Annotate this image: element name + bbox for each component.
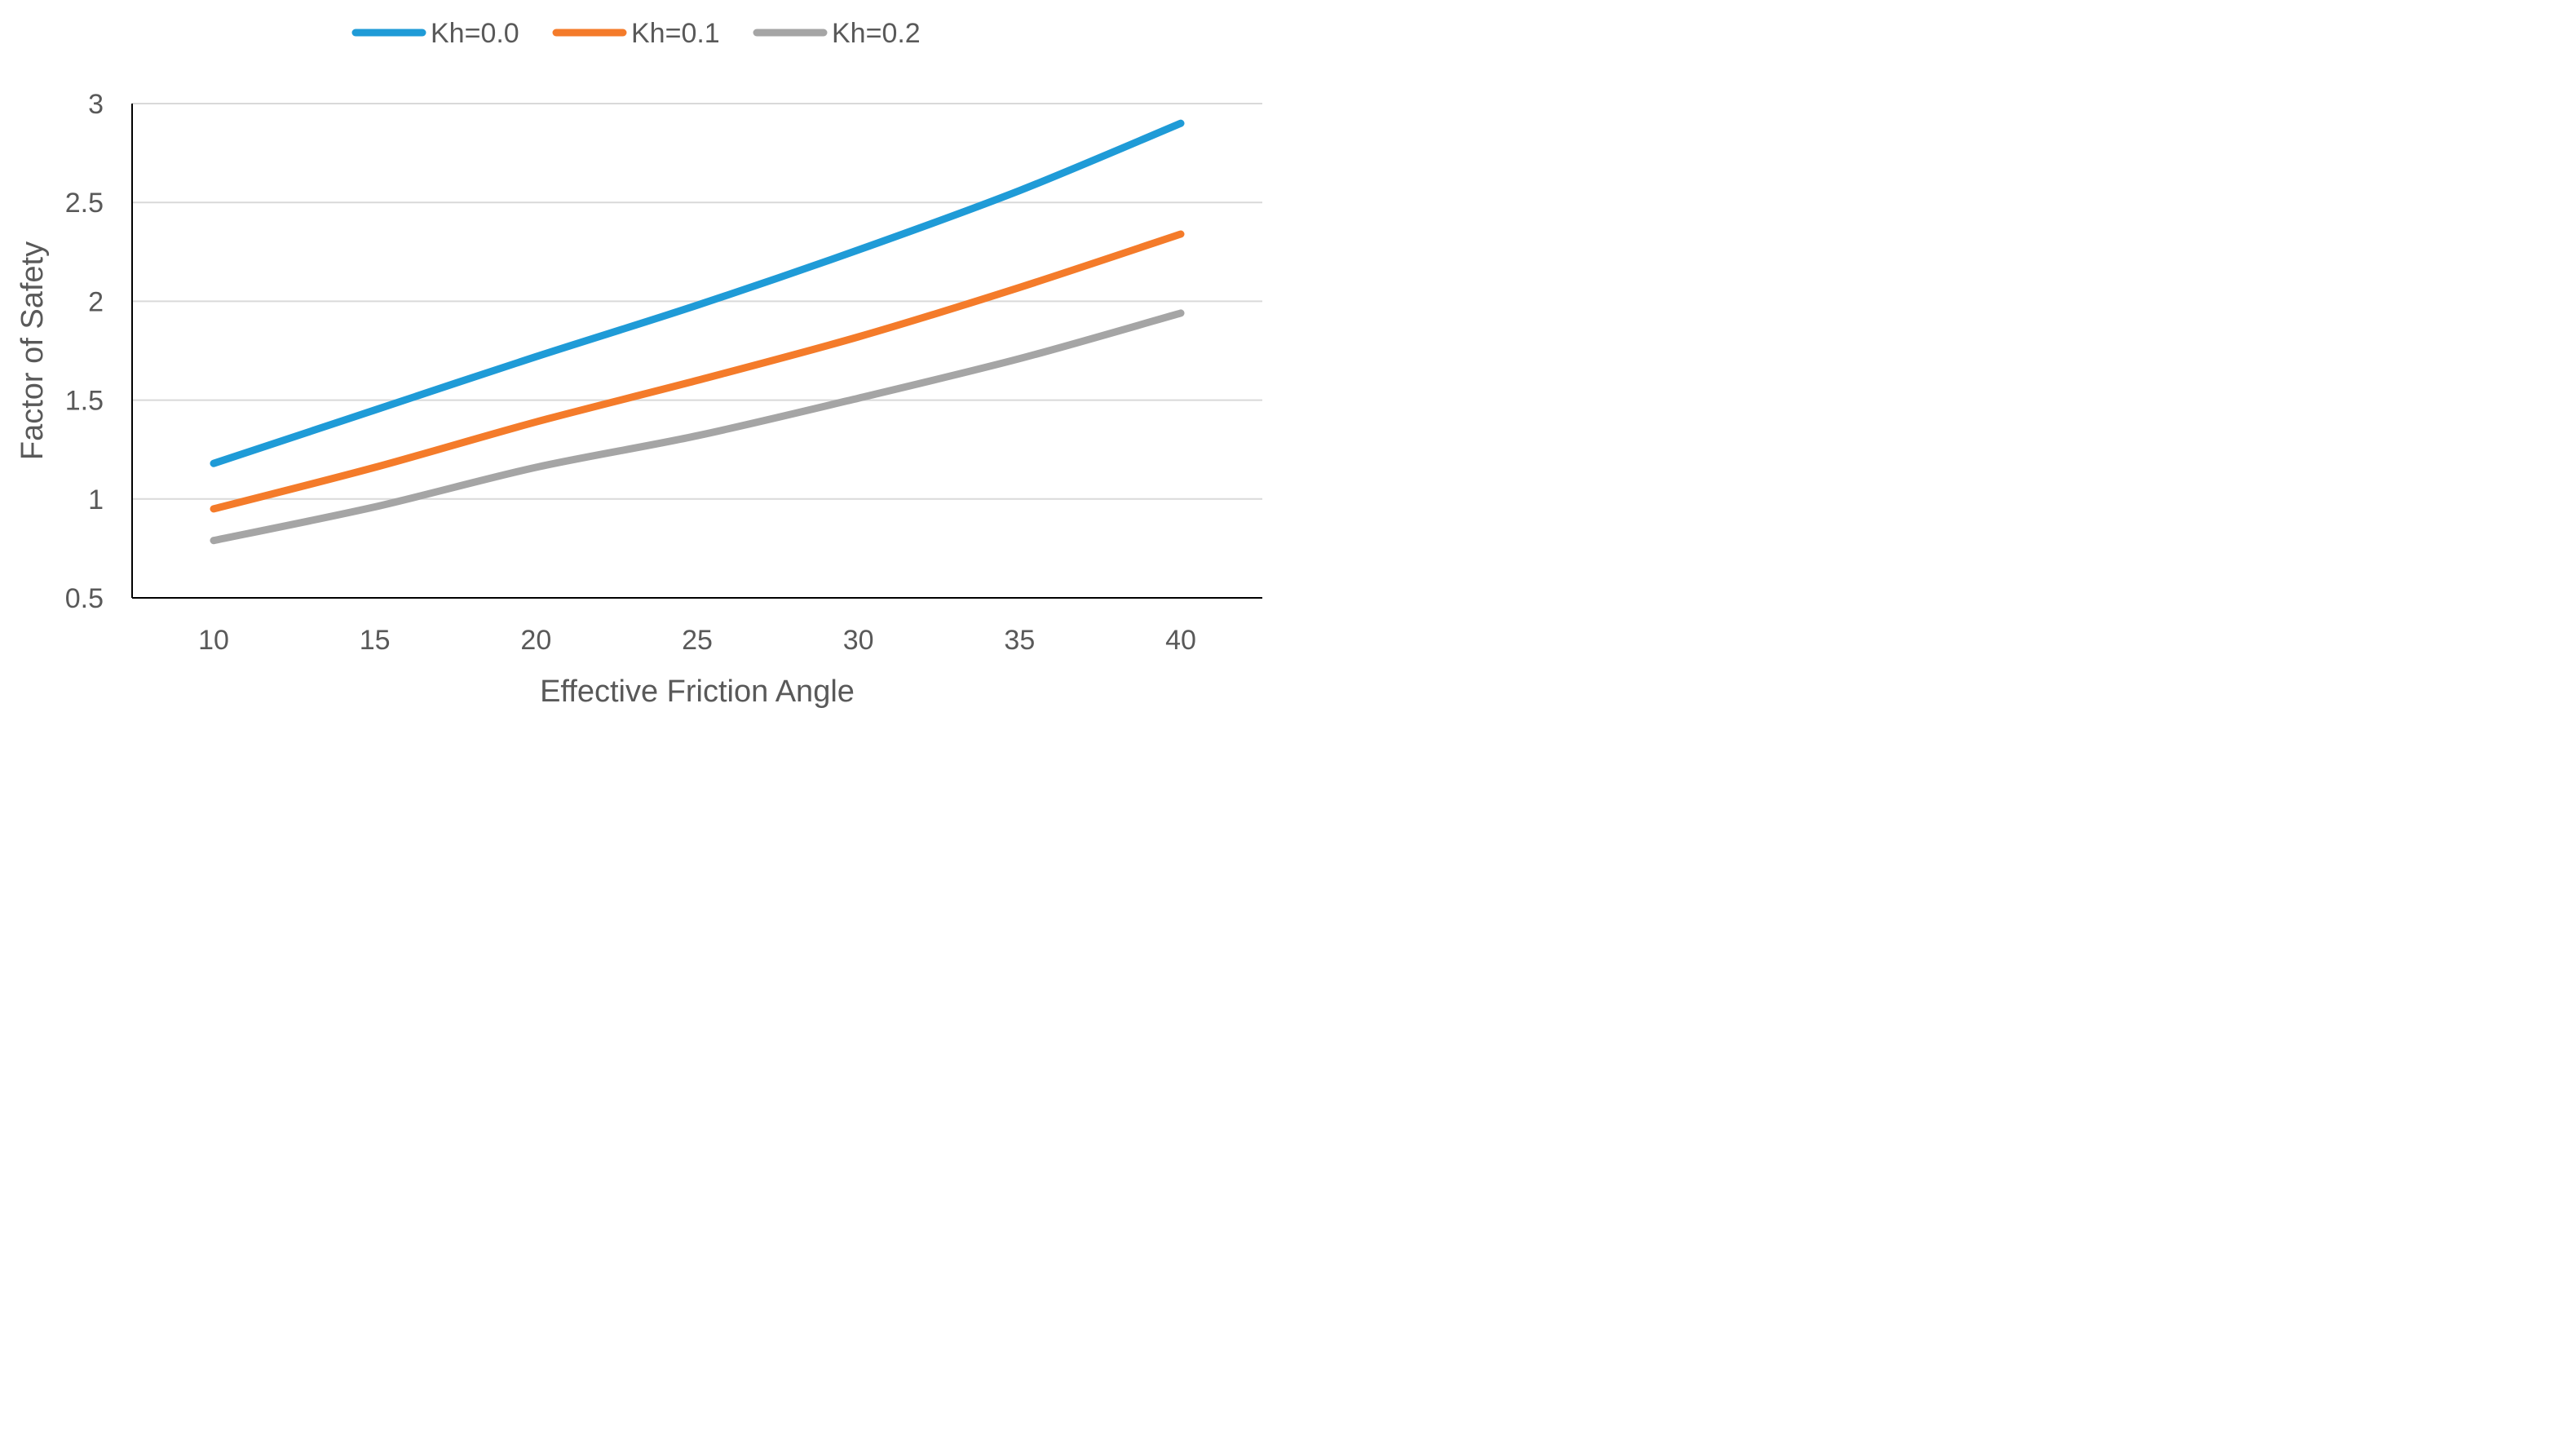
legend-label: Kh=0.1 — [631, 18, 720, 49]
series-line-2 — [210, 230, 1185, 513]
x-tick-label: 15 — [360, 625, 391, 656]
x-tick-label: 30 — [843, 625, 874, 656]
series-line-1 — [210, 119, 1185, 467]
series-lines — [210, 119, 1185, 545]
y-tick-label: 0.5 — [65, 583, 104, 614]
legend-label: Kh=0.2 — [832, 18, 921, 49]
y-tick-label: 1 — [88, 484, 104, 515]
x-tick-label: 35 — [1004, 625, 1035, 656]
gridlines — [132, 103, 1262, 500]
legend-label: Kh=0.0 — [431, 18, 519, 49]
y-tick-label: 2.5 — [65, 188, 104, 219]
y-axis-title: Factor of Safety — [15, 241, 50, 460]
series-line-3 — [210, 309, 1185, 545]
axes: 0.5 1 1.5 2 2.5 3 10 15 20 25 30 35 40 — [65, 89, 1262, 656]
x-tick-label: 25 — [682, 625, 713, 656]
y-tick-label: 1.5 — [65, 386, 104, 417]
y-tick-label: 3 — [88, 89, 104, 120]
x-tick-label: 20 — [520, 625, 551, 656]
x-tick-label: 40 — [1165, 625, 1196, 656]
x-tick-label: 10 — [198, 625, 229, 656]
legend: Kh=0.0 Kh=0.1 Kh=0.2 — [351, 18, 921, 49]
x-axis-title: Effective Friction Angle — [540, 675, 855, 709]
y-tick-label: 2 — [88, 286, 104, 317]
chart-container: 0.5 1 1.5 2 2.5 3 10 15 20 25 30 35 40 Kh=0.0 Kh=0.1 K… — [0, 0, 1275, 719]
